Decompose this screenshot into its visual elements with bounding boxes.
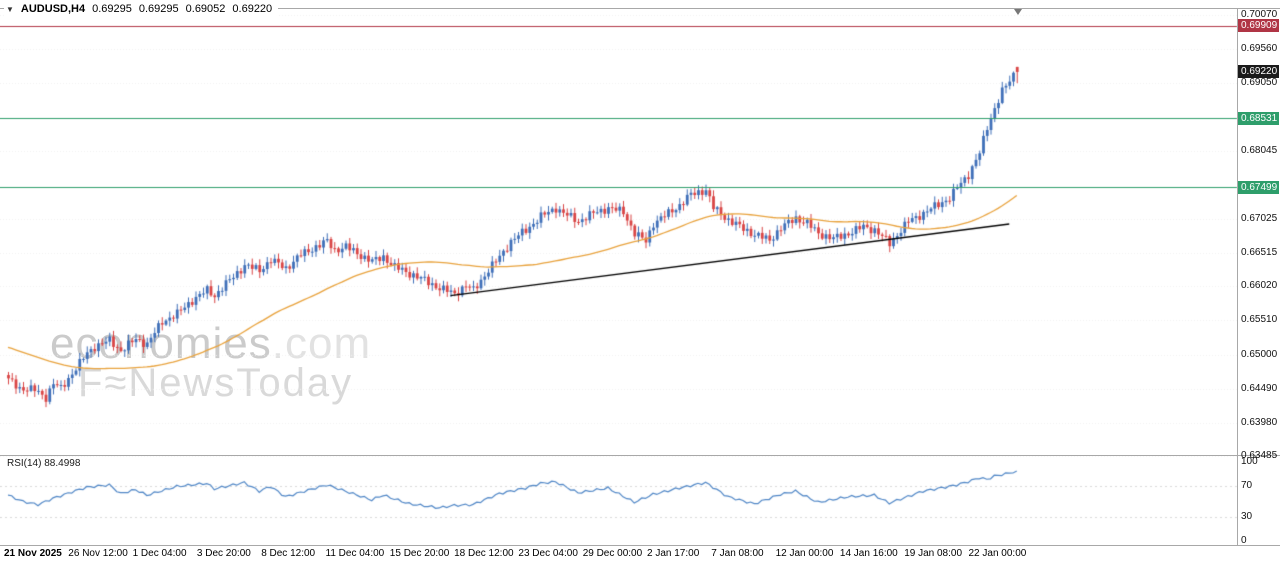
time-axis-label: 2 Jan 17:00 bbox=[647, 548, 700, 559]
time-axis-label: 14 Jan 16:00 bbox=[839, 548, 898, 559]
time-axis-label: 21 Nov 2025 bbox=[4, 548, 62, 559]
symbol-timeframe-label: AUDUSD,H4 bbox=[20, 3, 86, 15]
time-axis-label: 22 Jan 00:00 bbox=[968, 548, 1027, 559]
time-axis-label: 3 Dec 20:00 bbox=[196, 548, 251, 559]
time-axis-label: 7 Jan 08:00 bbox=[711, 548, 764, 559]
ohlc-low-value: 0.69052 bbox=[185, 3, 226, 15]
ohlc-open-value: 0.69295 bbox=[92, 3, 132, 15]
time-axis-label: 1 Dec 04:00 bbox=[132, 548, 187, 559]
time-axis-label: 29 Dec 00:00 bbox=[582, 548, 643, 559]
symbol-info-bar: ▼ AUDUSD,H4 0.69295 0.69295 0.69052 0.69… bbox=[4, 3, 279, 17]
time-axis-label: 18 Dec 12:00 bbox=[454, 548, 514, 559]
time-axis-label: 23 Dec 04:00 bbox=[518, 548, 578, 559]
ohlc-close-value: 0.69220 bbox=[232, 3, 273, 15]
symbol-dropdown-icon[interactable]: ▼ bbox=[6, 5, 14, 14]
time-axis-label: 26 Nov 12:00 bbox=[68, 548, 128, 559]
price-axis-separator bbox=[1237, 8, 1238, 545]
chart-top-border bbox=[0, 8, 1280, 9]
rsi-current-value: 88.4998 bbox=[44, 458, 81, 469]
time-axis-label: 12 Jan 00:00 bbox=[775, 548, 834, 559]
time-axis-label: 19 Jan 08:00 bbox=[904, 548, 963, 559]
rsi-name: RSI(14) bbox=[7, 458, 42, 469]
time-axis-label: 11 Dec 04:00 bbox=[325, 548, 385, 559]
chart-shift-marker bbox=[1014, 9, 1022, 15]
time-axis-label: 15 Dec 20:00 bbox=[389, 548, 450, 559]
rsi-indicator-label: RSI(14) 88.4998 bbox=[7, 458, 80, 469]
time-axis[interactable]: 21 Nov 2025 26 Nov 12:00 1 Dec 04:00 3 Dec … bbox=[0, 548, 1237, 562]
time-axis-label: 8 Dec 12:00 bbox=[261, 548, 316, 559]
ohlc-high-value: 0.69295 bbox=[138, 3, 179, 15]
rsi-panel-separator[interactable] bbox=[0, 455, 1280, 456]
time-axis-separator bbox=[0, 545, 1280, 546]
